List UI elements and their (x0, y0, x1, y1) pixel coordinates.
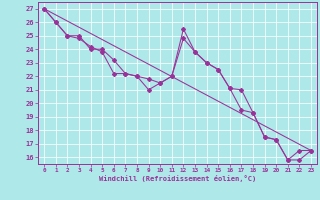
X-axis label: Windchill (Refroidissement éolien,°C): Windchill (Refroidissement éolien,°C) (99, 175, 256, 182)
